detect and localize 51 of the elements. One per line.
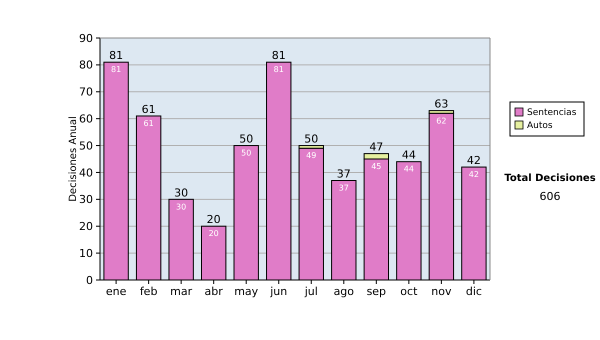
x-tick-label: abr	[204, 285, 224, 298]
data-label: 42	[468, 170, 479, 180]
x-tick-label: nov	[431, 285, 452, 298]
x-tick-label: ago	[334, 285, 354, 298]
total-label: 63	[434, 98, 448, 111]
total-label: 20	[206, 213, 221, 226]
y-tick-label: 90	[79, 32, 93, 45]
y-tick-label: 20	[79, 220, 93, 234]
y-tick-label: 0	[86, 274, 93, 287]
x-tick-label: ene	[106, 285, 127, 298]
total-label: 81	[272, 49, 286, 62]
x-tick-label: jun	[269, 285, 288, 298]
data-label: 49	[306, 151, 316, 160]
data-label: 81	[111, 65, 122, 74]
x-tick-label: may	[234, 285, 259, 298]
data-label: 50	[241, 148, 252, 158]
data-label: 81	[274, 65, 284, 74]
text: 606	[540, 190, 560, 203]
text: Total Decisiones	[504, 173, 596, 184]
x-tick-label: sep	[366, 285, 386, 298]
total-label: 42	[466, 154, 481, 168]
x-tick-label: oct	[400, 285, 418, 298]
data-label: 62	[436, 116, 446, 126]
data-label: 44	[404, 164, 414, 174]
x-tick-label: feb	[140, 285, 158, 298]
y-tick-label: 70	[79, 86, 93, 99]
total-label: 50	[239, 132, 254, 146]
y-axis-title: Decisiones Anual	[68, 116, 79, 202]
y-tick-label: 40	[79, 166, 93, 180]
total-label: 61	[142, 102, 156, 116]
total-label: 81	[109, 49, 124, 62]
legend-label: Sentencias	[527, 108, 577, 118]
y-tick-label: 80	[79, 58, 93, 72]
data-label: 37	[338, 184, 349, 193]
x-tick-label: jul	[304, 285, 318, 298]
data-label: 30	[176, 202, 186, 212]
y-tick-label: 50	[79, 139, 93, 152]
x-tick-label: dic	[466, 285, 482, 298]
total-label: 37	[336, 168, 351, 181]
total-label: 44	[402, 148, 416, 162]
total-label: 50	[304, 132, 318, 146]
total-label: 30	[174, 186, 188, 200]
y-tick-label: 30	[79, 193, 93, 206]
y-tick-label: 10	[79, 246, 93, 260]
data-label: 20	[208, 229, 219, 238]
data-label: 45	[371, 162, 382, 171]
y-tick-label: 60	[79, 112, 93, 126]
total-label: 47	[369, 140, 384, 154]
x-tick-label: mar	[170, 285, 193, 298]
data-label: 61	[144, 118, 154, 128]
legend-label: Autos	[527, 121, 553, 132]
